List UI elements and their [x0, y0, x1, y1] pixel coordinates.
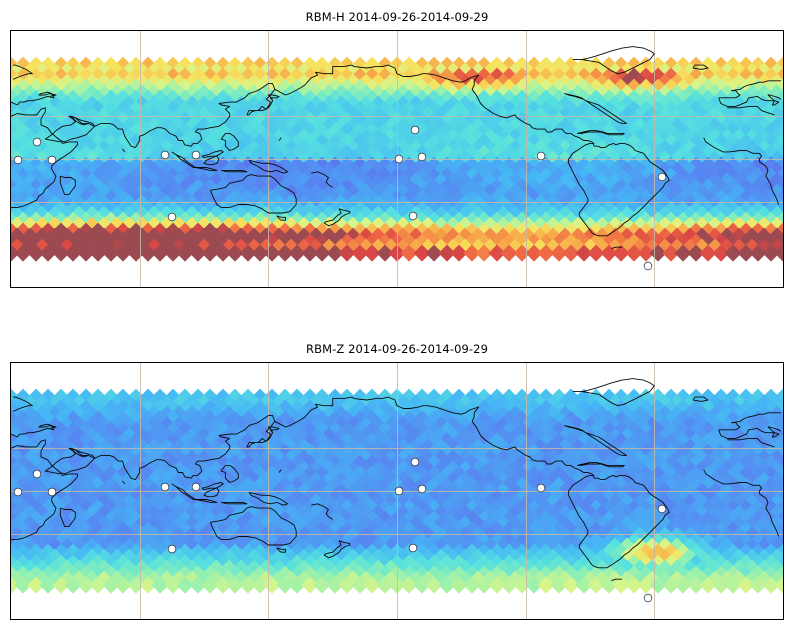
coastline-path — [220, 132, 239, 151]
station-marker — [411, 458, 419, 466]
gridline-longitude — [654, 363, 656, 619]
station-layer-rbm-z — [11, 363, 783, 619]
station-marker — [14, 488, 22, 496]
coastline-path — [274, 64, 355, 96]
coastline-path — [564, 425, 627, 456]
panel-title-rbm-z: RBM-Z 2014-09-26-2014-09-29 — [306, 342, 488, 356]
station-marker — [409, 212, 417, 220]
station-marker — [161, 151, 169, 159]
station-marker — [161, 483, 169, 491]
station-marker — [395, 487, 403, 495]
coastline-path — [354, 396, 670, 569]
coastline-path — [209, 506, 297, 546]
coastline-path — [44, 115, 76, 143]
station-marker — [418, 485, 426, 493]
station-marker — [33, 470, 41, 478]
station-marker — [168, 545, 176, 553]
coastline-path — [572, 378, 655, 407]
coastline-path — [354, 64, 670, 237]
gridline-longitude — [139, 363, 141, 619]
coastline-path — [11, 469, 780, 540]
coastline-path — [59, 507, 76, 528]
coastline-path — [274, 396, 355, 428]
coastline-path — [323, 540, 351, 559]
station-marker — [644, 262, 652, 270]
coastline-path — [171, 483, 218, 503]
coastline-path — [276, 547, 286, 553]
station-marker — [658, 505, 666, 513]
coastline-path — [311, 503, 333, 520]
station-marker — [33, 138, 41, 146]
coastline-path — [59, 175, 76, 196]
gridline-longitude — [268, 363, 270, 619]
coastline-path — [323, 208, 351, 227]
station-layer-rbm-h — [11, 31, 783, 287]
station-marker — [658, 173, 666, 181]
coastline-path — [278, 469, 282, 473]
coastline-path — [201, 482, 224, 498]
coastline-path — [611, 246, 623, 250]
station-marker — [395, 155, 403, 163]
coastline-path — [311, 171, 333, 188]
coastline-path — [577, 130, 625, 136]
station-marker — [418, 153, 426, 161]
station-marker — [411, 126, 419, 134]
gridline-longitude — [268, 31, 270, 287]
coastline-path — [12, 396, 781, 431]
coastline-path — [209, 174, 297, 214]
coastline-path — [11, 423, 782, 439]
station-marker — [192, 151, 199, 159]
coastline-path — [692, 396, 709, 402]
coastline-path — [278, 137, 282, 141]
station-marker — [168, 213, 176, 221]
coastline-path — [276, 215, 286, 221]
coastline-path — [122, 480, 126, 485]
coastline-rbm-h — [11, 31, 783, 287]
station-marker — [48, 156, 56, 164]
coastline-rbm-z — [11, 363, 783, 619]
coastline-path — [122, 148, 126, 153]
station-marker — [537, 152, 545, 160]
station-marker — [644, 594, 652, 602]
station-marker — [409, 544, 417, 552]
coastline-path — [11, 137, 780, 208]
coastline-path — [12, 64, 781, 99]
coastline-path — [248, 159, 289, 174]
gridline-longitude — [525, 363, 527, 619]
coastline-path — [171, 151, 218, 171]
coastline-path — [248, 491, 289, 506]
coastline-path — [692, 64, 709, 70]
gridline-longitude — [139, 31, 141, 287]
gridline-longitude — [525, 31, 527, 287]
coastline-path — [221, 501, 248, 505]
panel-title-rbm-h: RBM-H 2014-09-26-2014-09-29 — [305, 10, 489, 24]
coastline-path — [572, 46, 655, 75]
coastline-path — [75, 83, 280, 149]
map-axes-rbm-z — [10, 362, 784, 620]
station-marker — [192, 483, 199, 491]
coastline-path — [577, 462, 625, 468]
station-marker — [14, 156, 22, 164]
coastline-path — [564, 93, 627, 124]
coastline-path — [11, 91, 782, 107]
coastline-path — [44, 447, 76, 475]
station-marker — [537, 484, 545, 492]
coastline-path — [75, 415, 280, 481]
gridline-longitude — [654, 31, 656, 287]
coastline-path — [220, 464, 239, 483]
coastline-path — [221, 169, 248, 173]
coastline-path — [611, 578, 623, 582]
map-axes-rbm-h — [10, 30, 784, 288]
coastline-path — [201, 150, 224, 166]
station-marker — [48, 488, 56, 496]
